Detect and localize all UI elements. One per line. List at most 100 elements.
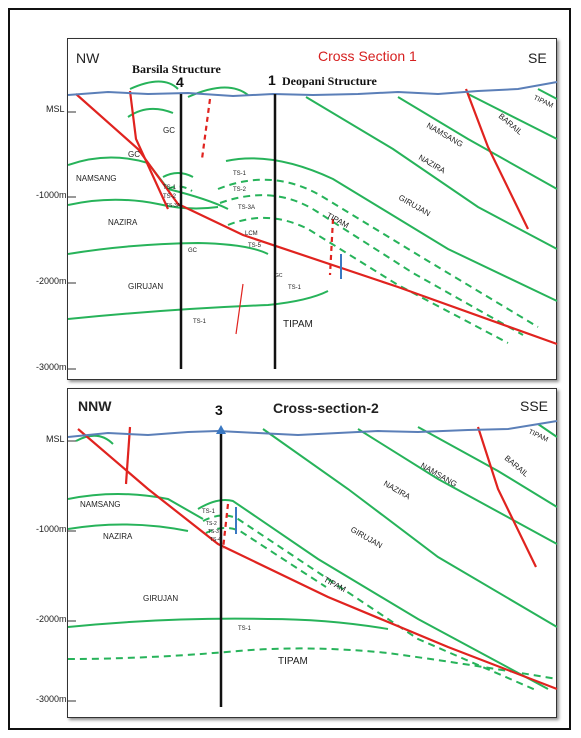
depth-1000-1: -1000m: [36, 190, 67, 200]
horizon-gc-2: [129, 80, 179, 90]
main-thrust-fault-2: [77, 428, 558, 691]
well-4-label: 4: [176, 74, 184, 90]
label-nazira-right: NAZIRA: [417, 153, 447, 176]
deopani-structure-label: Deopani Structure: [282, 74, 377, 88]
cross-section-1-svg: NW SE Cross Section 1 Barsila Structure …: [67, 48, 558, 370]
label-girujan-right: GIRUJAN: [397, 193, 432, 218]
horizon-ts1-bottom: [67, 290, 329, 320]
label-ts1-a: TS-1: [233, 171, 247, 177]
label2-ts3: TS-3: [208, 529, 219, 535]
cross-section-2-panel: NNW SSE Cross-section-2 3 TIPAM BARAIL N…: [67, 388, 558, 718]
label-ts-small: TS-3A: [166, 203, 181, 209]
label2-tipam-bottom: TIPAM: [278, 656, 308, 667]
faults-group: [75, 88, 558, 346]
label-gc-upper: GC: [163, 126, 175, 135]
horizon2-girujan: [67, 617, 389, 630]
label2-ts4: TS-4: [210, 537, 221, 543]
horizon-3: [467, 93, 558, 140]
label2-ts1-b: TS-1: [238, 626, 252, 632]
dir-nw: NW: [76, 50, 100, 66]
label-gc-left: GC: [128, 150, 140, 159]
well-3-marker-icon: [216, 425, 226, 434]
horizon-ts2: [217, 178, 539, 328]
horizon2-corner: [75, 434, 114, 445]
label2-ts2: TS-2: [206, 521, 217, 527]
label-tipam-mid: TIPAM: [325, 211, 351, 230]
label-gc-tiny: GC: [275, 273, 283, 279]
label-ts1-c: TS-1: [288, 285, 302, 291]
depth-2000-1: -2000m: [36, 276, 67, 286]
horizon2-tipam-base: [67, 647, 558, 680]
label2-namsang-left: NAMSANG: [80, 500, 120, 509]
label2-tipam-mid: TIPAM: [322, 575, 348, 594]
horizon-gc-3: [127, 107, 174, 118]
dashed-horizons-group: [167, 178, 539, 344]
label-nazira-left: NAZIRA: [108, 218, 138, 227]
depth-3000-2: -3000m: [36, 694, 67, 704]
label2-girujan-right: GIRUJAN: [349, 525, 384, 550]
ground-surface-2: [67, 420, 558, 438]
well-3-label: 3: [215, 402, 223, 418]
horizon2-ts2: [202, 514, 539, 692]
fault-deopani-dashed: [328, 218, 335, 276]
label-ts3a: TS-3A: [238, 205, 255, 211]
depth-1000-2: -1000m: [36, 524, 67, 534]
label-ts1-b: TS-1: [163, 185, 177, 191]
label2-ts1-a: TS-1: [202, 509, 216, 515]
horizon-ts3a: [219, 194, 524, 336]
label2-nazira-right: NAZIRA: [382, 479, 412, 502]
depth-3000-1: -3000m: [36, 362, 67, 372]
label2-namsang-right: NAMSANG: [419, 461, 459, 489]
horizons-group-2: [67, 423, 558, 690]
horizon-nazira: [67, 198, 219, 210]
depth-2000-2: -2000m: [36, 614, 67, 624]
label-tipam-bottom: TIPAM: [283, 319, 313, 330]
cross-section-1-panel: NW SE Cross Section 1 Barsila Structure …: [67, 38, 558, 380]
dir-sse: SSE: [520, 398, 548, 414]
fault-gc: [128, 90, 170, 210]
horizon-1: [305, 96, 558, 250]
fault2-barail: [476, 426, 537, 568]
cross-section-2-svg: NNW SSE Cross-section-2 3 TIPAM BARAIL N…: [67, 398, 558, 707]
barsila-structure-label: Barsila Structure: [132, 62, 221, 76]
horizon2-2: [357, 428, 558, 545]
depth-msl-2: MSL: [46, 434, 65, 444]
section-2-title: Cross-section-2: [273, 400, 379, 416]
label-ts1-d: TS-1: [193, 319, 207, 325]
dir-se: SE: [528, 50, 547, 66]
label-ts2-a: TS-2: [233, 187, 247, 193]
horizon2-ts3: [205, 527, 327, 588]
horizon-lcm: [227, 216, 509, 344]
label-gc-lower: GC: [188, 248, 198, 254]
label-girujan-left: GIRUJAN: [128, 282, 163, 291]
fault-small: [235, 283, 244, 335]
dashed-horizons-group-2: [67, 514, 558, 692]
section-1-title: Cross Section 1: [318, 48, 417, 64]
label-lcm: LCM: [245, 231, 258, 237]
label2-nazira-left: NAZIRA: [103, 532, 133, 541]
horizon2-namsang: [67, 493, 204, 520]
horizon2-4: [537, 423, 558, 438]
label2-tipam-corner: TIPAM: [527, 428, 549, 443]
fault-barsila-dashed: [200, 98, 212, 160]
fault-barail: [464, 88, 529, 230]
label-ts5: TS-5: [248, 243, 262, 249]
horizon-ts-small: [162, 172, 194, 178]
fault2-a: [124, 426, 132, 485]
dir-nnw: NNW: [78, 398, 112, 414]
well-1-label: 1: [268, 72, 276, 88]
figure-frame: NW SE Cross Section 1 Barsila Structure …: [8, 8, 571, 730]
label-ts2-b: TS-2: [163, 194, 177, 200]
label2-girujan-left: GIRUJAN: [143, 594, 178, 603]
horizon-2: [397, 96, 558, 190]
main-thrust-fault: [75, 93, 558, 346]
fault2-dashed: [221, 503, 230, 550]
horizon-4: [537, 88, 558, 100]
horizon-girujan: [67, 241, 269, 255]
horizon2-1: [262, 428, 558, 628]
faults-group-2: [77, 426, 558, 691]
ground-surface: [67, 81, 558, 98]
horizon-ts1-top: [225, 157, 558, 302]
horizon2-nazira: [67, 523, 189, 532]
label-namsang-left: NAMSANG: [76, 174, 116, 183]
